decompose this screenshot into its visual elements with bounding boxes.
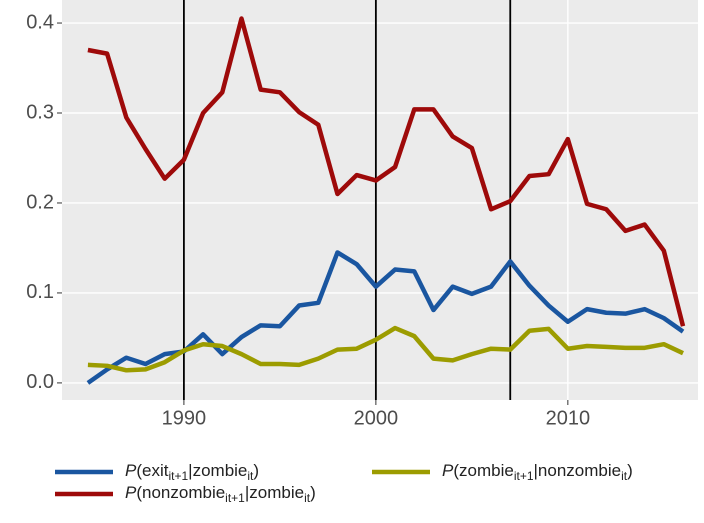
legend-label-part: it+1 (225, 491, 245, 505)
legend-label-part: |zombie (188, 461, 247, 480)
legend-label-part: ) (310, 483, 316, 502)
x-tick-label: 2010 (546, 407, 591, 429)
legend-label-part: it (304, 491, 311, 505)
legend-label: P(exitit+1|zombieit) (125, 461, 259, 483)
y-tick-label: 0.3 (26, 101, 54, 123)
legend-label-part: it+1 (514, 469, 534, 483)
legend-label-part: (zombie (453, 461, 513, 480)
legend-label-part: |nonzombie (534, 461, 622, 480)
legend-label-part: it (621, 469, 628, 483)
panel (62, 0, 698, 400)
legend-label-part: P (125, 483, 137, 502)
legend-label: P(nonzombieit+1|zombieit) (125, 483, 316, 505)
legend-label-part: P (442, 461, 454, 480)
legend-label-part: (exit (136, 461, 168, 480)
legend-label-part: P (125, 461, 137, 480)
legend-label-part: it+1 (168, 469, 188, 483)
y-tick-label: 0.2 (26, 191, 54, 213)
legend-label-part: |zombie (245, 483, 304, 502)
series-line (87, 16, 686, 327)
legend-label-part: it (247, 469, 254, 483)
legend-label-part: (nonzombie (136, 483, 225, 502)
x-tick-label: 2000 (354, 407, 399, 429)
y-tick-label: 0.1 (26, 281, 54, 303)
y-tick-label: 0.4 (26, 11, 54, 33)
legend-label-part: ) (627, 461, 633, 480)
x-tick-label: 1990 (162, 407, 207, 429)
legend-label: P(zombieit+1|nonzombieit) (442, 461, 633, 483)
legend-label-part: ) (253, 461, 259, 480)
series-line (87, 325, 684, 373)
y-tick-label: 0.0 (26, 371, 54, 393)
